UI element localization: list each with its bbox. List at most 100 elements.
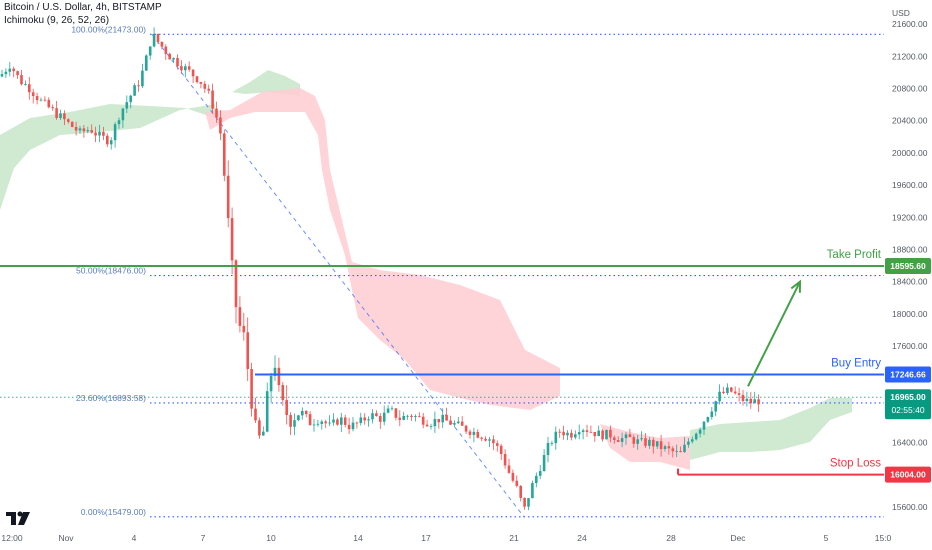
- candle-down: [43, 99, 47, 101]
- stop-loss-price-tag-bg: [885, 466, 931, 483]
- candle-down: [468, 431, 472, 435]
- fibonacci-retracement: 100.00%(21473.00) 50.00%(18476.00) 23.60%(…: [71, 24, 884, 518]
- candle-down: [425, 424, 429, 427]
- candle-down: [90, 130, 93, 133]
- candle-up: [488, 439, 491, 441]
- price-tick-label: 20400.00: [892, 116, 928, 126]
- candle-up: [382, 412, 386, 422]
- candle-up: [390, 408, 394, 410]
- candle-up: [698, 429, 702, 434]
- price-tick-label: 18400.00: [892, 277, 928, 287]
- candle-up: [414, 416, 417, 417]
- time-axis: 12:00 Nov 4 7 10 14 17 21 24 28 Dec 5 15:0: [1, 533, 891, 543]
- candle-down: [281, 385, 285, 401]
- candle-down: [628, 434, 632, 438]
- price-tick-label: 20800.00: [892, 84, 928, 94]
- candle-down: [191, 69, 195, 77]
- candle-up: [687, 441, 690, 445]
- candle-down: [671, 448, 675, 452]
- candle-down: [593, 432, 597, 437]
- candle-down: [12, 68, 15, 72]
- candle-up: [328, 422, 331, 424]
- candle-down: [679, 451, 682, 453]
- ichimoku-cloud: [0, 70, 852, 470]
- take-profit-label: Take Profit: [827, 249, 882, 261]
- candle-down: [355, 422, 359, 424]
- candle-down: [460, 421, 464, 426]
- candle-up: [109, 140, 113, 145]
- take-profit-price-tag: 18595.60: [890, 261, 926, 271]
- candle-up: [172, 58, 175, 60]
- candle-up: [694, 433, 698, 440]
- time-tick-label: 4: [132, 533, 137, 543]
- candle-up: [574, 434, 577, 438]
- currency-label: USD: [892, 8, 910, 18]
- candle-down: [730, 387, 733, 392]
- candle-down: [741, 394, 745, 402]
- candle-up: [320, 421, 324, 424]
- candle-down: [749, 398, 753, 404]
- candle-down: [379, 416, 382, 422]
- candle-down: [437, 418, 441, 423]
- bar-countdown: 02:55:40: [891, 405, 924, 415]
- candle-up: [457, 421, 460, 424]
- candle-up: [726, 387, 729, 393]
- candle-down: [562, 431, 565, 436]
- candle-down: [601, 430, 604, 440]
- candle-down: [94, 132, 97, 136]
- candle-down: [28, 84, 31, 93]
- candle-up: [441, 414, 444, 423]
- candle-down: [480, 437, 483, 439]
- candle-down: [585, 430, 589, 432]
- time-tick-label: 7: [201, 533, 206, 543]
- candle-down: [503, 454, 507, 466]
- last-price-tag-bg: [885, 389, 931, 420]
- candle-up: [265, 391, 269, 432]
- candle-up: [429, 426, 433, 427]
- candle-down: [180, 66, 183, 71]
- candle-down: [250, 369, 253, 409]
- time-tick-label: Nov: [58, 533, 74, 543]
- stop-loss-price-tag: 16004.00: [890, 470, 926, 480]
- candle-up: [745, 398, 749, 402]
- candle-up: [359, 417, 363, 424]
- candle-down: [137, 85, 140, 87]
- candle-up: [663, 446, 667, 449]
- candle-down: [570, 432, 573, 438]
- candle-down: [47, 99, 51, 108]
- candle-up: [554, 431, 558, 444]
- kumo-bull-region: [232, 70, 300, 96]
- candle-up: [125, 102, 129, 109]
- candle-down: [644, 438, 647, 446]
- candle-up: [577, 432, 581, 435]
- candle-down: [492, 439, 495, 444]
- price-tick-label: 18000.00: [892, 309, 928, 319]
- candle-down: [507, 465, 511, 473]
- candle-down: [523, 497, 526, 507]
- candle-down: [226, 175, 230, 219]
- candle-up: [538, 471, 542, 476]
- price-tick-label: 17600.00: [892, 341, 928, 351]
- candle-down: [199, 82, 203, 84]
- candle-up: [597, 430, 600, 437]
- symbol-title: Bitcoin / U.S. Dollar, 4h, BITSTAMP: [4, 2, 162, 13]
- candle-up: [312, 424, 316, 426]
- buy-entry-label: Buy Entry: [831, 358, 881, 370]
- candle-down: [16, 71, 19, 76]
- candle-down: [445, 414, 448, 421]
- candle-down: [737, 393, 741, 395]
- fib-level-label: 23.60%(16893.58): [76, 393, 146, 403]
- candle-up: [718, 391, 721, 402]
- candle-up: [8, 68, 12, 72]
- candle-down: [609, 429, 612, 438]
- candle-up: [129, 95, 132, 103]
- tradingview-logo-icon[interactable]: [6, 510, 34, 526]
- candle-down: [223, 133, 226, 176]
- price-tick-label: 19600.00: [892, 180, 928, 190]
- candle-down: [511, 472, 515, 481]
- candle-down: [632, 437, 636, 444]
- price-axis: USD15600.0016000.0016400.0016800.0017200…: [884, 0, 932, 550]
- time-tick-label: 5: [824, 533, 829, 543]
- candle-down: [421, 416, 425, 425]
